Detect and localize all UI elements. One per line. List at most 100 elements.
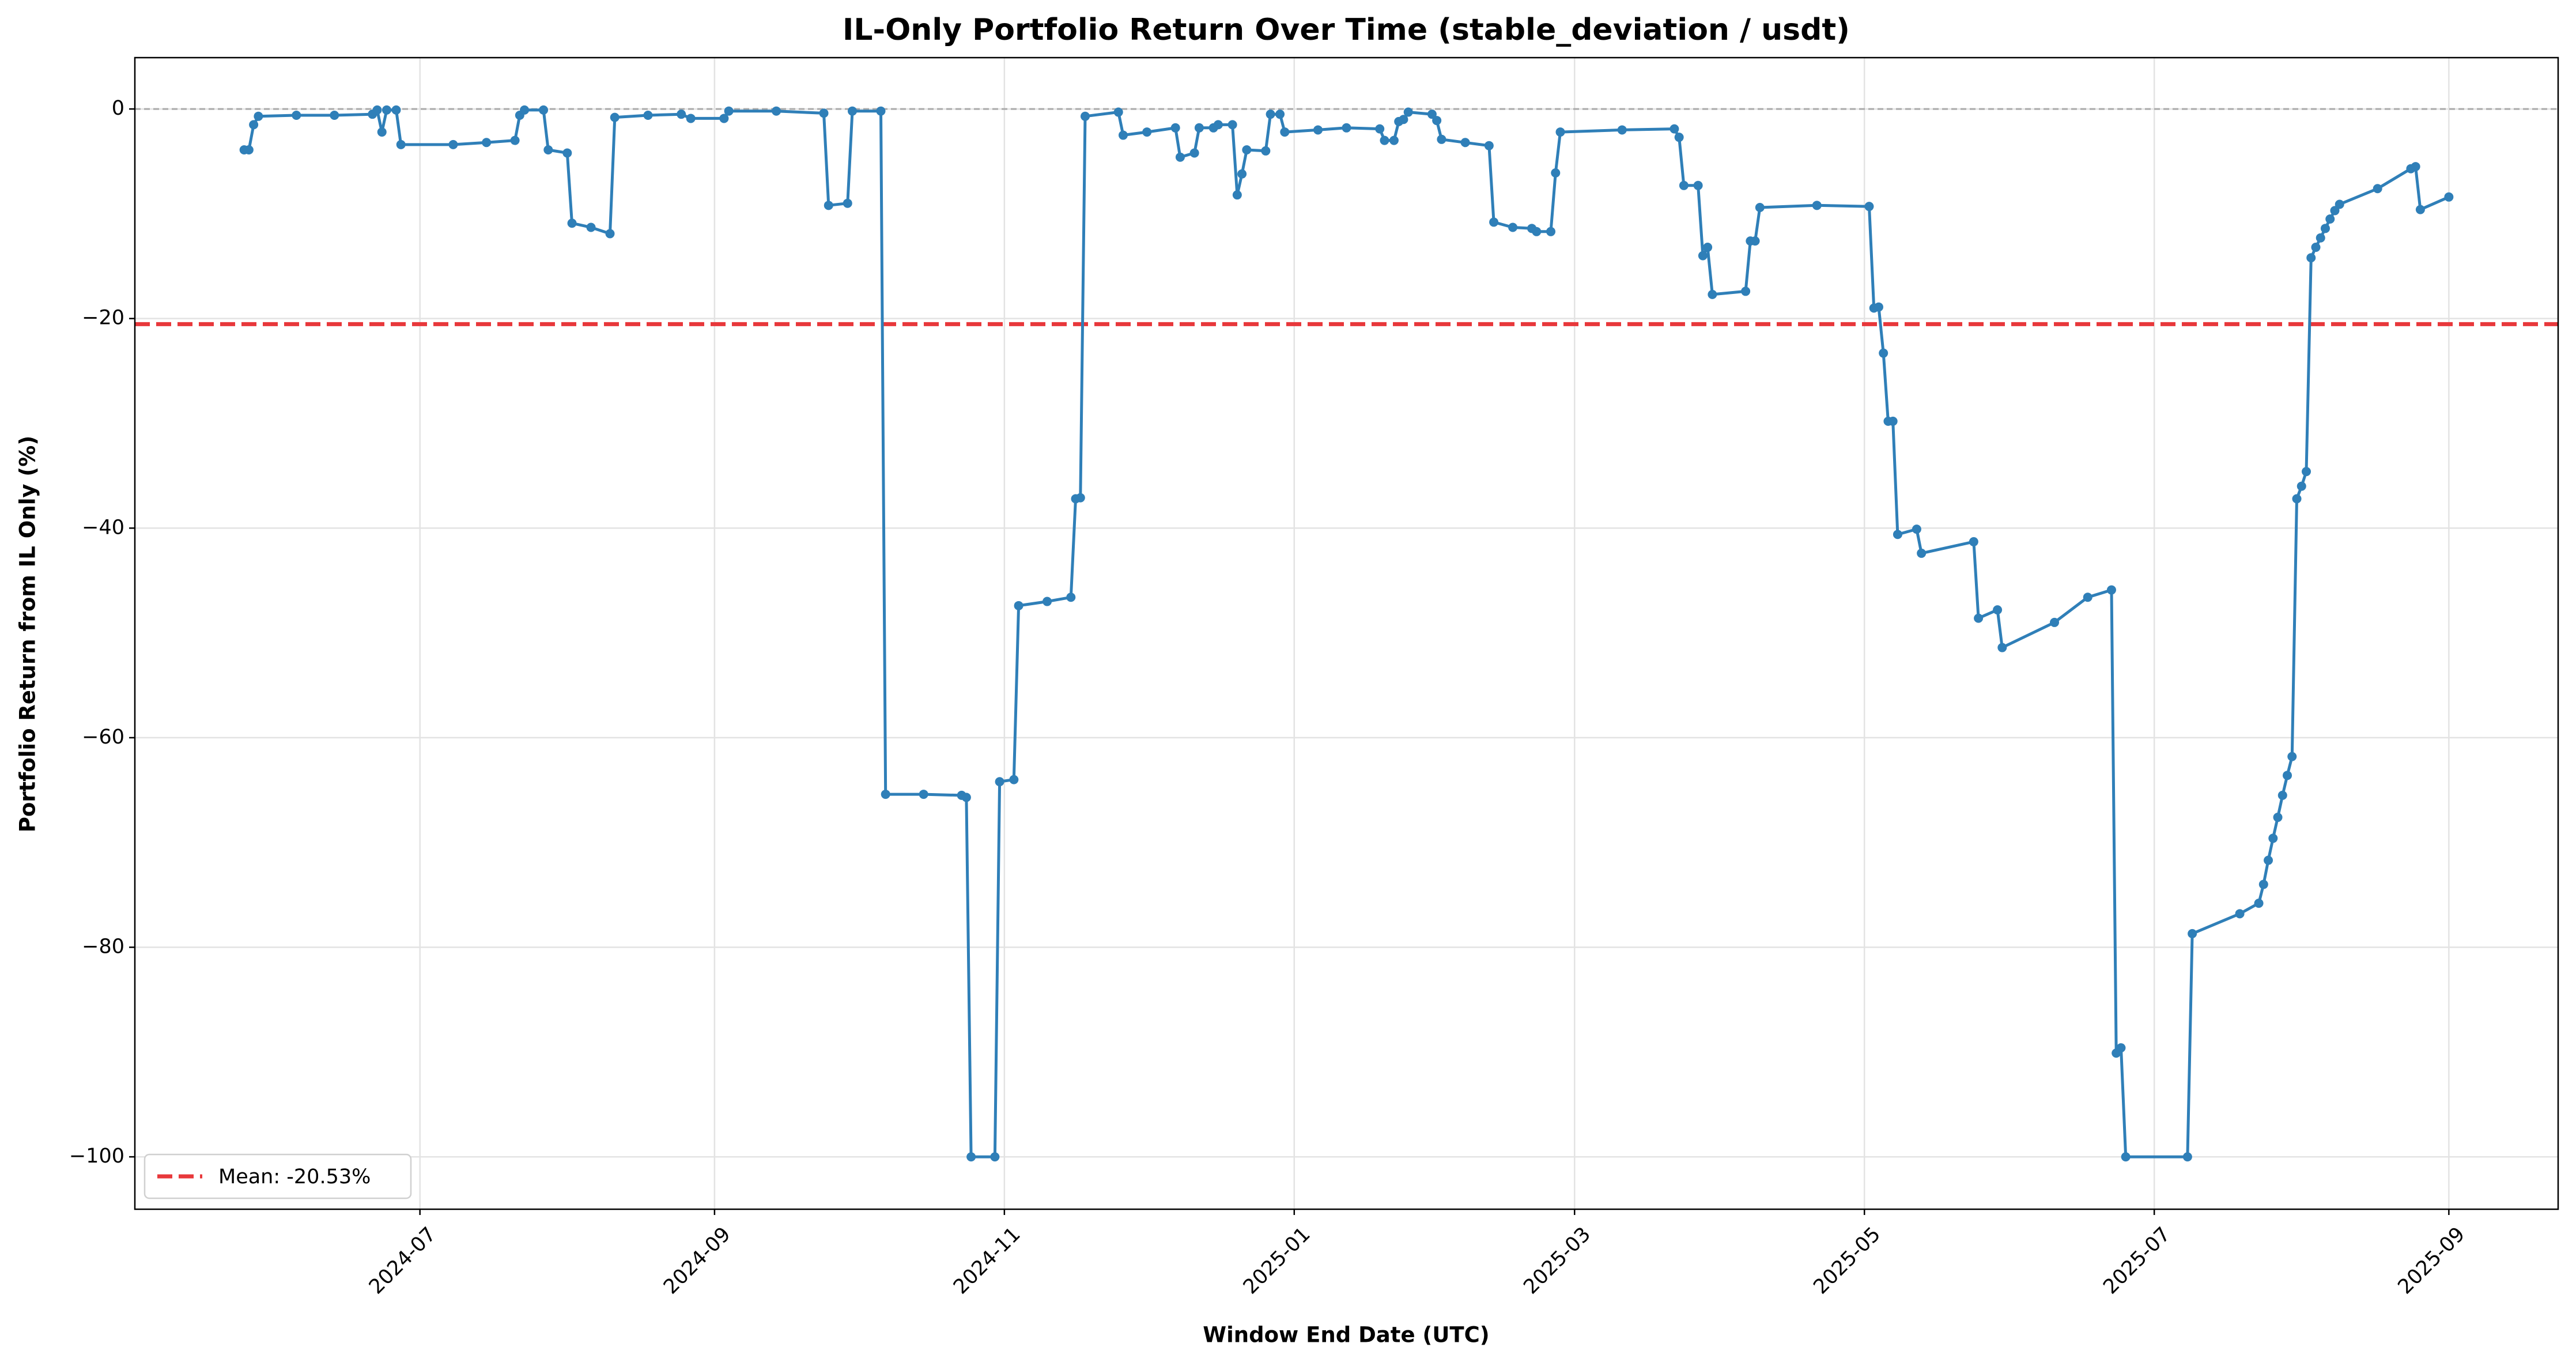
data-point [1546, 227, 1556, 236]
data-point [1703, 243, 1713, 252]
data-point [1741, 286, 1751, 296]
data-point [2258, 880, 2268, 889]
data-point [2311, 243, 2321, 252]
data-point [377, 127, 387, 137]
data-point [1993, 605, 2003, 615]
data-point [1679, 180, 1689, 190]
data-point [1066, 593, 1076, 602]
data-point [539, 105, 549, 115]
data-point [2316, 233, 2325, 243]
data-point [1189, 148, 1199, 158]
data-point [254, 111, 263, 121]
y-tick-label: −40 [82, 516, 124, 539]
data-point [292, 110, 301, 120]
data-point [372, 105, 382, 115]
data-point [1375, 124, 1385, 134]
data-point [1014, 601, 1023, 610]
y-tick-label: −60 [82, 726, 124, 749]
data-point [2335, 199, 2344, 209]
data-point [1261, 146, 1271, 156]
data-point [919, 790, 928, 799]
data-point [2411, 162, 2420, 172]
data-point [382, 105, 391, 115]
data-point [1508, 222, 1518, 232]
data-point [1175, 152, 1185, 162]
data-point [1969, 537, 1978, 546]
data-point [1460, 138, 1470, 148]
data-point [2273, 813, 2283, 822]
data-point [2292, 494, 2302, 504]
data-point [2106, 585, 2116, 595]
data-point [1009, 775, 1019, 784]
data-point [1227, 120, 1237, 130]
data-point [1118, 130, 1128, 140]
data-point [966, 1152, 976, 1162]
data-point [2235, 909, 2245, 919]
data-point [1280, 127, 1290, 137]
data-point [2182, 1152, 2192, 1162]
data-point [2254, 899, 2264, 908]
data-point [1812, 201, 1822, 210]
data-point [1484, 141, 1494, 150]
data-point [2415, 205, 2425, 214]
data-point [995, 777, 1004, 787]
data-point [2320, 224, 2330, 233]
data-point [562, 148, 572, 158]
data-point [391, 105, 401, 115]
data-point [1237, 169, 1247, 179]
data-point [1674, 133, 1684, 142]
data-point [1693, 180, 1703, 190]
data-point [876, 106, 886, 116]
data-point [1275, 110, 1285, 119]
y-axis-label: Portfolio Return from IL Only (%) [16, 436, 40, 833]
chart-title: IL-Only Portfolio Return Over Time (stab… [843, 13, 1850, 47]
data-point [1708, 289, 1717, 299]
data-point [1266, 110, 1275, 119]
data-point [1403, 107, 1413, 117]
data-point [2330, 206, 2340, 216]
data-point [1213, 120, 1223, 130]
data-point [2188, 929, 2197, 938]
data-point [2287, 752, 2297, 761]
data-point [824, 201, 833, 210]
data-point [2283, 771, 2292, 780]
data-point [1893, 530, 1902, 539]
data-point [819, 108, 829, 118]
data-point [1551, 168, 1561, 178]
data-point [1917, 548, 1927, 558]
data-point [1670, 124, 1679, 134]
data-point [719, 114, 729, 123]
data-point [605, 229, 615, 239]
data-point [1912, 524, 1921, 534]
data-point [396, 139, 406, 149]
data-point [1242, 145, 1252, 154]
data-point [2444, 192, 2454, 202]
data-point [643, 110, 653, 120]
data-point [843, 198, 852, 208]
data-point [567, 218, 577, 228]
data-point [2297, 481, 2306, 491]
data-point [330, 110, 339, 120]
data-point [1555, 127, 1565, 137]
data-point [1997, 643, 2007, 652]
data-point [2277, 790, 2287, 800]
data-point [1194, 123, 1204, 133]
data-point [1874, 302, 1883, 312]
data-point [2264, 855, 2273, 865]
y-tick-label: −100 [69, 1145, 124, 1168]
data-point [1864, 202, 1874, 212]
data-point [510, 135, 520, 145]
data-point [1489, 217, 1499, 227]
data-point [1755, 202, 1765, 212]
data-point [1427, 110, 1437, 119]
data-point [244, 145, 254, 154]
legend-label: Mean: -20.53% [218, 1165, 371, 1188]
data-point [961, 793, 971, 802]
x-axis-label: Window End Date (UTC) [1203, 1323, 1489, 1348]
data-point [2116, 1043, 2126, 1053]
data-point [543, 145, 553, 154]
y-tick-label: −80 [82, 935, 124, 958]
